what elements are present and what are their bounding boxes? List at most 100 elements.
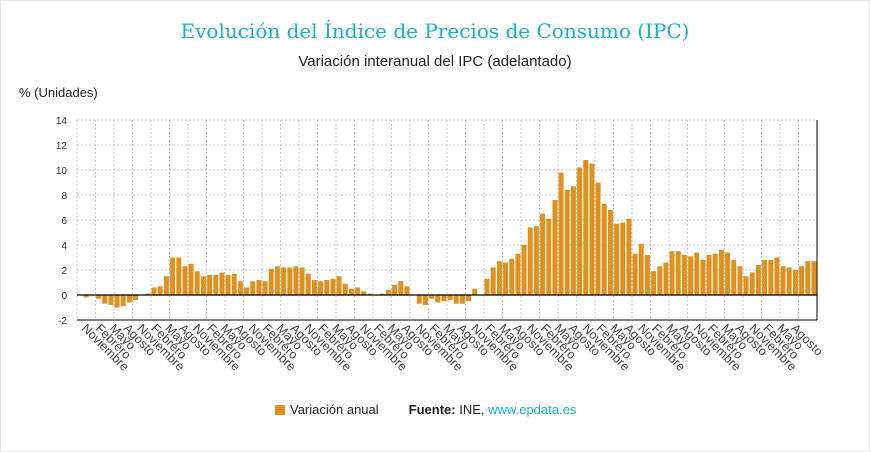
bar [398,281,404,295]
bar [792,270,798,295]
bar [638,243,644,295]
y-axis-label: % (Unidades) [19,85,98,100]
bar [490,267,496,295]
bar [311,280,317,295]
chart-axes [77,120,818,321]
bar [157,286,163,295]
bar [287,267,293,295]
bar [422,295,428,305]
bar [762,260,768,295]
bar [182,266,188,295]
bar [429,295,435,299]
bar [207,275,213,295]
bar [589,163,595,295]
bar [83,295,89,298]
bar [170,257,176,295]
bar [355,287,361,295]
bar [570,186,576,295]
legend-series-label: Variación anual [290,402,379,417]
bar [768,260,774,295]
bar [108,295,114,305]
bar [805,261,811,295]
bar [595,182,601,295]
bar [632,253,638,295]
bar [268,268,274,295]
bar [213,275,219,295]
bar [780,266,786,295]
bar [120,295,126,307]
y-tick-labels: -2 0 2 4 6 8 10 12 14 [56,116,68,327]
bar [225,275,231,295]
source-link[interactable]: www.epdata.es [488,402,577,417]
bar [200,276,206,295]
legend-swatch [275,404,285,415]
bar [231,273,237,295]
bar [188,263,194,295]
bar [774,257,780,295]
bar [293,266,299,295]
bar [540,213,546,295]
bar [133,295,139,300]
bar [669,251,675,295]
bar [663,262,669,295]
bar [256,280,262,295]
bar [114,295,120,308]
bar [262,281,268,295]
bar [626,218,632,295]
bar [583,160,589,295]
bar [681,255,687,295]
bar [281,267,287,295]
bar [651,271,657,295]
source-credit: Fuente: INE, www.epdata.es [409,402,577,417]
bar [786,267,792,295]
bar [688,256,694,295]
bar [244,287,250,295]
y-tick-label: 8 [61,191,67,202]
bar [799,266,805,295]
bar [657,266,663,295]
bar [718,250,724,295]
bar [737,266,743,295]
legend: Variación anual Fuente: INE, www.epdata.… [275,402,576,417]
bar [219,272,225,295]
bar [330,278,336,295]
bar [725,252,731,295]
bar [496,261,502,295]
bar [552,200,558,295]
bar [237,281,243,295]
bar [453,295,459,304]
bar [472,288,478,295]
bar [546,218,552,295]
bar [435,295,441,303]
chart-grid [76,119,818,321]
bar [731,260,737,295]
x-tick-labels: NoviembreFebreroMayoAgostoNoviembreFebre… [79,321,826,374]
bar [558,172,564,295]
bar [361,291,367,295]
bar [466,295,472,302]
y-tick-label: 0 [61,291,67,302]
bar [712,253,718,295]
bar [176,257,182,295]
y-tick-label: -2 [58,316,67,327]
bar [749,272,755,295]
bar [274,266,280,295]
bar [755,265,761,295]
bar [250,281,256,295]
bar [348,288,354,295]
bar [694,252,700,295]
bar [336,276,342,295]
bar [163,276,169,295]
bar [644,255,650,295]
bar [96,295,102,299]
chart-title: Evolución del Índice de Precios de Consu… [180,19,690,43]
bar [459,295,465,304]
bar [194,271,200,295]
bar [620,222,626,295]
bar [151,287,157,295]
bar [484,278,490,295]
bar [447,295,453,300]
bar [675,251,681,295]
bar [607,210,613,295]
source-name: INE, [459,402,485,417]
